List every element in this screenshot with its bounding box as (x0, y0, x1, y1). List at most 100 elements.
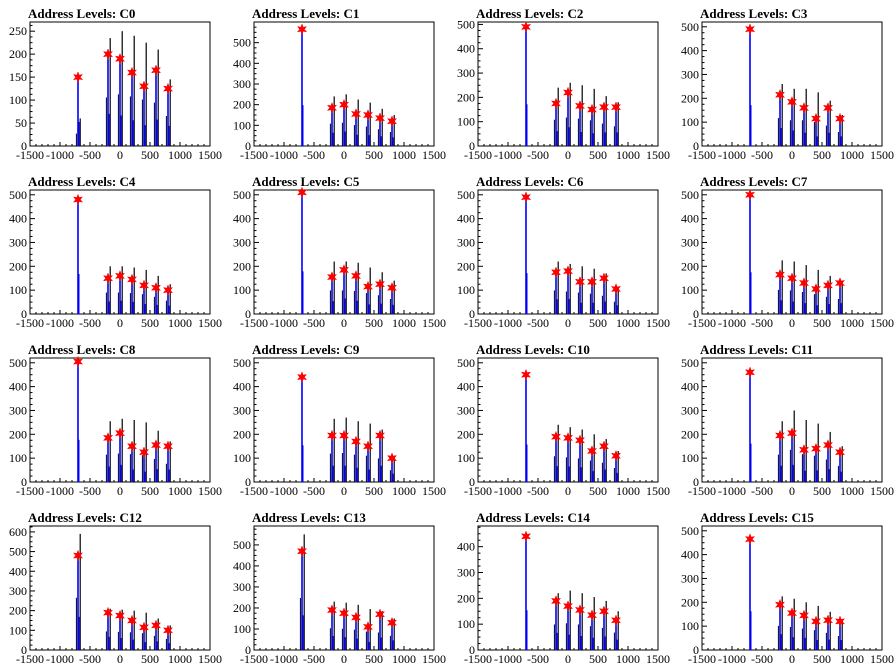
peak-marker (296, 371, 308, 384)
peak-marker (362, 109, 374, 121)
x-tick-label: 500 (589, 316, 607, 330)
x-tick-label: -500 (303, 484, 325, 498)
x-tick-label: 500 (589, 652, 607, 666)
x-tick-label: -500 (527, 316, 549, 330)
peak-marker (822, 101, 834, 114)
chart-title: Address Levels: C0 (28, 6, 136, 21)
peak-marker (150, 281, 162, 294)
chart-panel-5: Address Levels: C5 0 100 200 300 400 500 -1500-… (224, 168, 448, 336)
x-tick-label: -1000 (718, 148, 746, 162)
y-tick-label: 0 (469, 643, 475, 657)
peak-marker (610, 283, 622, 295)
y-tick-label: 500 (681, 20, 699, 34)
peak-marker (786, 427, 798, 440)
x-tick-label: -500 (751, 316, 773, 330)
y-tick-label: 100 (9, 451, 27, 465)
peak-marker (774, 268, 786, 281)
y-tick-label: 500 (233, 36, 251, 50)
y-tick-label: 500 (681, 356, 699, 370)
y-tick-label: 0 (245, 307, 251, 321)
x-tick-label: -1000 (494, 652, 522, 666)
y-tick-label: 250 (9, 24, 27, 38)
peak-marker (562, 431, 574, 444)
chart-svg: 0 100 200 300 400 500 600 -1500 -1000 -500 0 500 100… (9, 525, 222, 666)
x-tick-label: 1500 (198, 316, 222, 330)
x-tick-label: -500 (79, 148, 101, 162)
y-tick-label: 100 (681, 619, 699, 633)
y-tick-label: 500 (457, 188, 475, 202)
peak-marker (786, 95, 798, 108)
y-tick-label: 400 (9, 380, 27, 394)
chart-svg: 0 50 100 150 200 250 -1500 -1000 -500 0 500 1000 150… (9, 21, 222, 162)
chart-svg: 0 100 200 300 400 500 -1500 -1000 -500 0 500 1000 15… (681, 20, 894, 162)
peak-marker (72, 355, 84, 368)
y-tick-label: 400 (681, 44, 699, 58)
y-tick-label: 100 (233, 451, 251, 465)
y-tick-label: 0 (21, 643, 27, 657)
peak-marker (350, 611, 362, 624)
x-tick-label: 1000 (616, 148, 640, 162)
chart-svg: 0 100 200 300 400 -1500 -1000 -500 0 500 1000 1500 (457, 525, 670, 666)
x-tick-label: -1500 (16, 484, 44, 498)
peak-marker (550, 266, 562, 279)
x-tick-label: 0 (341, 484, 347, 498)
x-tick-label: -500 (79, 652, 101, 666)
x-tick-label: 500 (813, 316, 831, 330)
x-tick-label: -500 (527, 148, 549, 162)
peak-marker (386, 452, 398, 465)
y-tick-label: 300 (9, 403, 27, 417)
chart-title: Address Levels: C11 (700, 342, 814, 357)
y-tick-label: 100 (681, 283, 699, 297)
y-tick-label: 200 (233, 427, 251, 441)
peak-marker (574, 604, 586, 616)
y-tick-label: 0 (245, 139, 251, 153)
x-tick-label: 500 (813, 484, 831, 498)
y-tick-label: 500 (9, 188, 27, 202)
y-tick-label: 300 (233, 403, 251, 417)
chart-panel-15: Address Levels: C15 0 100 200 300 400 500 -1500… (672, 504, 896, 672)
y-tick-label: 300 (457, 66, 475, 80)
y-tick-label: 100 (457, 617, 475, 631)
y-tick-label: 500 (681, 524, 699, 538)
y-tick-label: 500 (681, 188, 699, 202)
chart-svg: 0 100 200 300 400 500 -1500 -1000 -500 0 500 1000 15… (233, 21, 446, 162)
y-tick-label: 100 (9, 283, 27, 297)
peak-marker (562, 600, 574, 613)
y-tick-label: 0 (245, 643, 251, 657)
peak-marker (374, 429, 386, 442)
chart-title: Address Levels: C8 (28, 342, 136, 357)
peak-marker (326, 429, 338, 442)
peak-marker (150, 439, 162, 451)
peak-marker (338, 429, 350, 442)
peak-marker (114, 609, 126, 622)
peak-marker (326, 271, 338, 283)
peak-marker (550, 594, 562, 607)
x-tick-label: 500 (365, 484, 383, 498)
x-tick-label: 0 (341, 148, 347, 162)
x-tick-label: 1000 (616, 652, 640, 666)
y-tick-label: 400 (457, 212, 475, 226)
peak-marker (798, 443, 810, 456)
x-tick-label: -1000 (270, 316, 298, 330)
chart-title: Address Levels: C15 (700, 510, 814, 525)
chart-panel-13: Address Levels: C13 0 100 200 300 400 500 -1500… (224, 504, 448, 672)
chart-panel-11: Address Levels: C11 0 100 200 300 400 500 -1500… (672, 336, 896, 504)
peak-marker (150, 619, 162, 632)
y-tick-label: 0 (469, 307, 475, 321)
y-tick-label: 500 (457, 356, 475, 370)
peak-marker (386, 115, 398, 128)
y-tick-label: 500 (9, 356, 27, 370)
y-tick-label: 200 (681, 259, 699, 273)
x-tick-label: 1000 (392, 652, 416, 666)
y-tick-label: 400 (681, 380, 699, 394)
x-tick-label: 0 (565, 316, 571, 330)
peak-marker (744, 23, 756, 36)
x-tick-label: 1500 (646, 484, 670, 498)
x-tick-label: -1500 (240, 652, 268, 666)
y-tick-label: 200 (457, 427, 475, 441)
peak-marker (598, 272, 610, 285)
peak-marker (338, 607, 350, 620)
peak-marker (586, 275, 598, 288)
x-tick-label: -1500 (240, 148, 268, 162)
